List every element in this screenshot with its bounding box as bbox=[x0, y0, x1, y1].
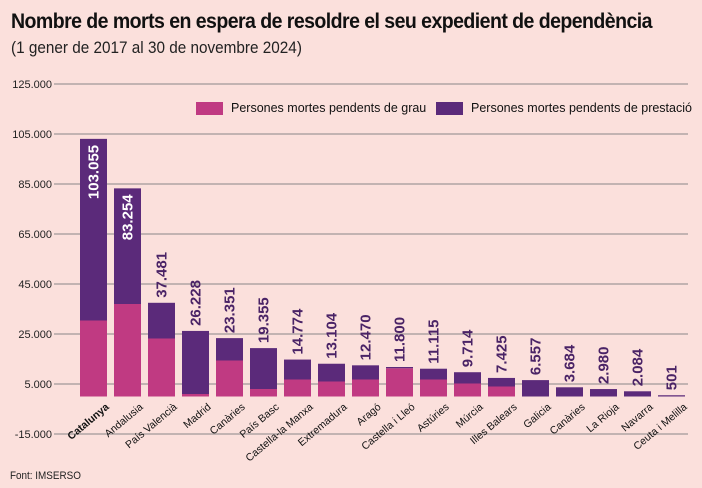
bar-prestacio bbox=[148, 302, 175, 339]
bar-prestacio bbox=[182, 330, 209, 394]
bar-prestacio bbox=[420, 368, 447, 380]
chart-subtitle: (1 gener de 2017 al 30 de novembre 2024) bbox=[11, 38, 302, 57]
bar-grau bbox=[420, 379, 447, 397]
bar-prestacio bbox=[250, 348, 277, 389]
x-tick-label: Astúries bbox=[415, 401, 452, 435]
bar-grau bbox=[182, 394, 209, 397]
legend-swatch-prestacio bbox=[436, 101, 463, 115]
value-label: 103.055 bbox=[86, 145, 103, 199]
x-tick-label: Canàries bbox=[548, 401, 588, 437]
y-tick-label: -15.000 bbox=[15, 429, 52, 441]
legend-item-prestacio: Persones mortes pendents de prestació bbox=[436, 101, 692, 115]
value-label: 2.980 bbox=[596, 347, 613, 385]
value-label: 7.425 bbox=[494, 335, 511, 373]
x-tick-label: Aragó bbox=[354, 401, 383, 428]
bar-prestacio bbox=[556, 387, 583, 397]
value-label: 19.355 bbox=[256, 297, 273, 343]
bar-prestacio bbox=[80, 138, 107, 321]
y-tick-label: 25.000 bbox=[18, 329, 52, 341]
value-label: 13.104 bbox=[324, 312, 341, 359]
y-axis-ticks: 125.000 105.000 85.000 65.000 45.000 25.000 5.… bbox=[12, 79, 52, 441]
y-tick-label: 105.000 bbox=[12, 129, 52, 141]
bar-prestacio bbox=[114, 188, 141, 304]
bar-prestacio bbox=[386, 367, 413, 369]
bar-prestacio bbox=[284, 359, 311, 380]
value-label: 501 bbox=[664, 365, 681, 390]
value-label: 2.084 bbox=[630, 348, 647, 386]
bar-prestacio bbox=[624, 391, 651, 397]
bar-grau bbox=[318, 381, 345, 397]
bar-grau bbox=[216, 360, 243, 397]
bar-prestacio bbox=[488, 377, 515, 387]
bar-prestacio bbox=[522, 380, 549, 397]
x-tick-label: La Rioja bbox=[584, 401, 621, 435]
y-tick-label: 85.000 bbox=[18, 179, 52, 191]
bar-grau bbox=[488, 386, 515, 397]
bars bbox=[80, 138, 685, 397]
y-tick-label: 125.000 bbox=[12, 79, 52, 91]
value-label: 14.774 bbox=[290, 308, 307, 355]
bar-grau bbox=[352, 379, 379, 397]
bar-grau bbox=[250, 389, 277, 397]
legend-label-grau: Persones mortes pendents de grau bbox=[231, 101, 427, 115]
value-label: 83.254 bbox=[120, 194, 137, 241]
bar-grau bbox=[148, 338, 175, 397]
value-labels: 103.055 83.254 37.481 26.228 23.351 19.355 14.… bbox=[86, 145, 681, 390]
bar-grau bbox=[386, 368, 413, 397]
bar-prestacio bbox=[454, 372, 481, 384]
bar-grau bbox=[114, 304, 141, 397]
bar-prestacio bbox=[216, 338, 243, 361]
value-label: 26.228 bbox=[188, 280, 205, 326]
bar-prestacio bbox=[318, 363, 345, 382]
x-tick-label: Catalunya bbox=[65, 401, 111, 443]
bar-grau bbox=[284, 379, 311, 397]
value-label: 11.800 bbox=[392, 317, 409, 362]
bar-prestacio bbox=[658, 395, 685, 397]
y-tick-label: 45.000 bbox=[18, 279, 52, 291]
y-tick-label: 65.000 bbox=[18, 229, 52, 241]
value-label: 9.714 bbox=[460, 329, 477, 367]
value-label: 37.481 bbox=[154, 252, 171, 298]
value-label: 23.351 bbox=[222, 287, 239, 333]
bar-grau bbox=[454, 383, 481, 397]
bar-prestacio bbox=[352, 365, 379, 380]
bar-grau bbox=[80, 320, 107, 397]
source-note: Font: IMSERSO bbox=[10, 470, 81, 482]
chart-title: Nombre de morts en espera de resoldre el… bbox=[11, 10, 653, 33]
value-label: 3.684 bbox=[562, 344, 579, 382]
y-tick-label: 5.000 bbox=[24, 379, 52, 391]
value-label: 6.557 bbox=[528, 338, 545, 376]
legend-item-grau: Persones mortes pendents de grau bbox=[196, 101, 426, 115]
legend-swatch-grau bbox=[196, 101, 223, 115]
bar-prestacio bbox=[590, 389, 617, 397]
value-label: 11.115 bbox=[426, 319, 443, 363]
legend-label-prestacio: Persones mortes pendents de prestació bbox=[471, 101, 692, 115]
value-label: 12.470 bbox=[358, 314, 375, 360]
